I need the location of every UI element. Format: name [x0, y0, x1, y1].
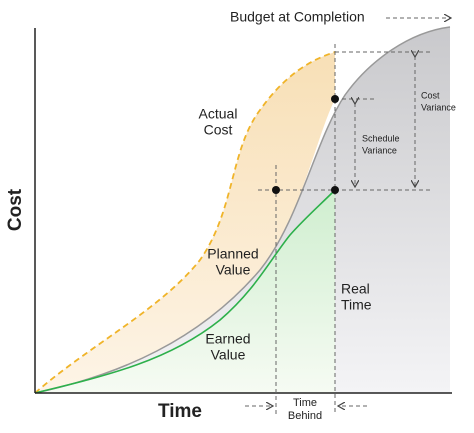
real-time-label: Time: [341, 297, 372, 313]
cost-variance-label: Cost: [421, 90, 440, 100]
point: [331, 95, 339, 103]
earned-value-label: Value: [211, 347, 246, 363]
x-axis-label: Time: [158, 401, 202, 422]
actual-cost-label: Actual: [199, 106, 238, 122]
y-axis-label: Cost: [5, 188, 26, 231]
time-behind-label: Behind: [288, 410, 322, 422]
point: [331, 186, 339, 194]
earned-area: [35, 190, 335, 393]
actual-cost-label: Cost: [204, 122, 233, 138]
planned-curve: [34, 26, 451, 394]
cost-variance-label: Variance: [421, 102, 456, 112]
schedule-variance-label: Variance: [362, 145, 397, 155]
real-time-label: Real: [341, 281, 370, 297]
planned-value-label: Value: [216, 262, 251, 278]
point: [272, 186, 280, 194]
planned-value-label: Planned: [207, 246, 258, 262]
schedule-variance-label: Schedule: [362, 133, 400, 143]
earned-value-label: Earned: [205, 331, 250, 347]
budget-label: Budget at Completion: [230, 9, 365, 25]
actual-area: [35, 52, 335, 393]
planned-area: [35, 27, 450, 393]
actual-curve: [34, 51, 336, 394]
earned-curve: [34, 189, 336, 394]
time-behind-label: Time: [293, 397, 317, 409]
